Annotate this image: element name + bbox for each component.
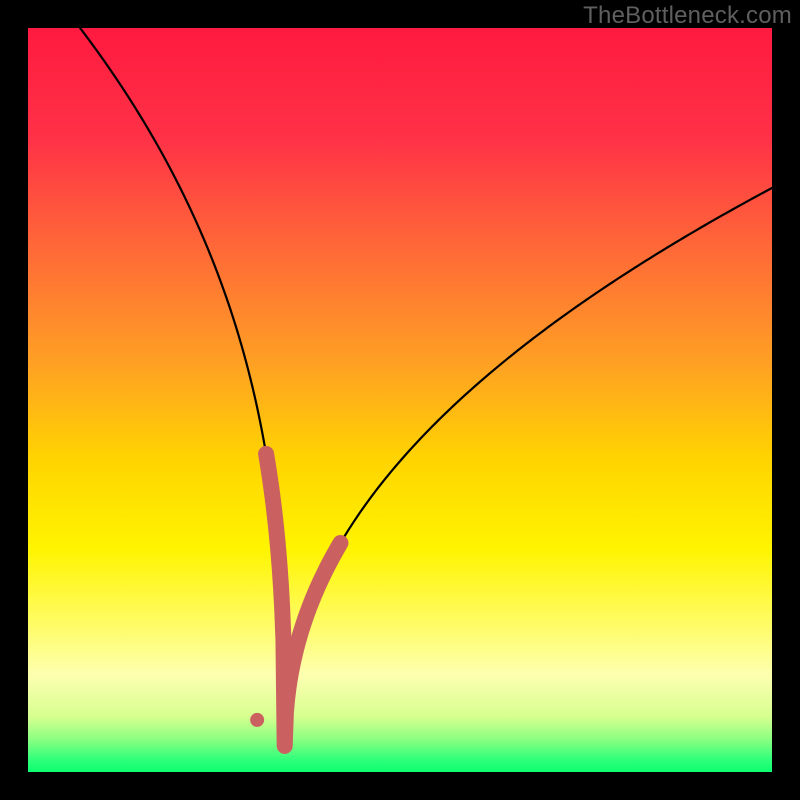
watermark-text: TheBottleneck.com <box>583 2 792 30</box>
highlight-marker <box>250 713 264 727</box>
plot-area <box>28 28 772 772</box>
